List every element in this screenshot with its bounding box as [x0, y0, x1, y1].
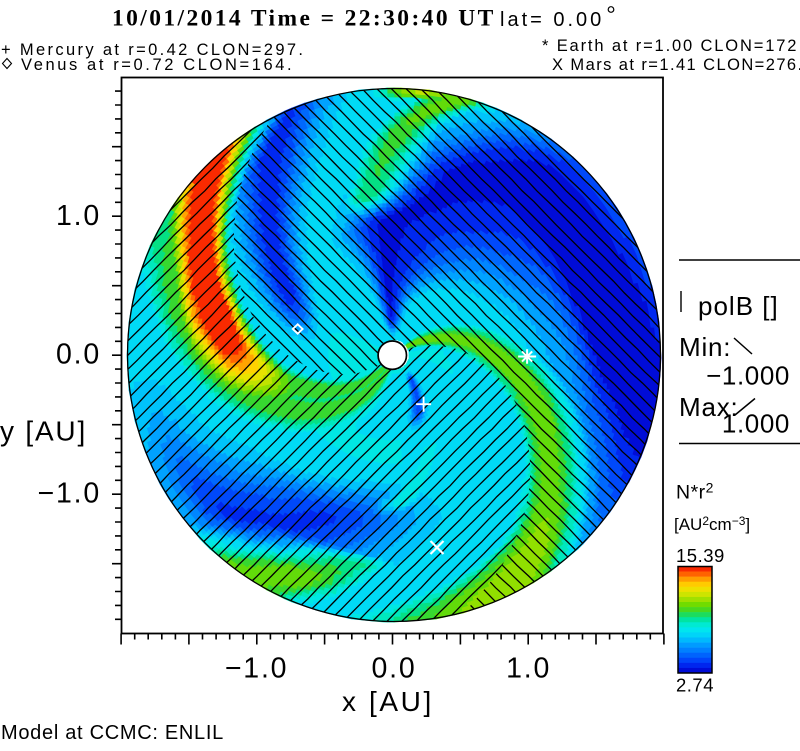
- svg-text:Min:: Min:: [679, 332, 731, 362]
- svg-text:Max:: Max:: [679, 392, 739, 422]
- svg-text:lat= 0.00: lat= 0.00: [500, 9, 604, 31]
- svg-text:polB []: polB []: [698, 291, 779, 321]
- svg-text:10/01/2014 Time = 22:30:40 UT: 10/01/2014 Time = 22:30:40 UT: [112, 6, 496, 32]
- svg-text:x [AU]: x [AU]: [342, 686, 434, 717]
- svg-text:[AU2cm−3]: [AU2cm−3]: [674, 514, 750, 534]
- svg-text:1.000: 1.000: [722, 409, 790, 439]
- svg-text:1.0: 1.0: [56, 200, 101, 232]
- svg-text:y [AU]: y [AU]: [0, 416, 87, 447]
- svg-text:1.0: 1.0: [506, 653, 551, 685]
- svg-text:−1.0: −1.0: [225, 653, 288, 685]
- svg-text:Model at CCMC: ENLIL: Model at CCMC: ENLIL: [1, 722, 224, 744]
- svg-text:0.0: 0.0: [371, 653, 416, 685]
- svg-text:−1.0: −1.0: [38, 478, 101, 510]
- svg-text:0.0: 0.0: [56, 339, 101, 371]
- svg-text:−1.000: −1.000: [706, 361, 790, 391]
- svg-text:* Earth at r=1.00 CLON=172: * Earth at r=1.00 CLON=172: [542, 37, 798, 55]
- svg-text:+ Mercury at r=0.42 CLON=297.: + Mercury at r=0.42 CLON=297.: [1, 41, 305, 59]
- svg-text:X Mars at r=1.41 CLON=276.: X Mars at r=1.41 CLON=276.: [552, 56, 800, 74]
- svg-text:2.74: 2.74: [676, 675, 714, 696]
- svg-text:Venus at r=0.72 CLON=164.: Venus at r=0.72 CLON=164.: [21, 56, 294, 74]
- svg-text:15.39: 15.39: [676, 545, 725, 566]
